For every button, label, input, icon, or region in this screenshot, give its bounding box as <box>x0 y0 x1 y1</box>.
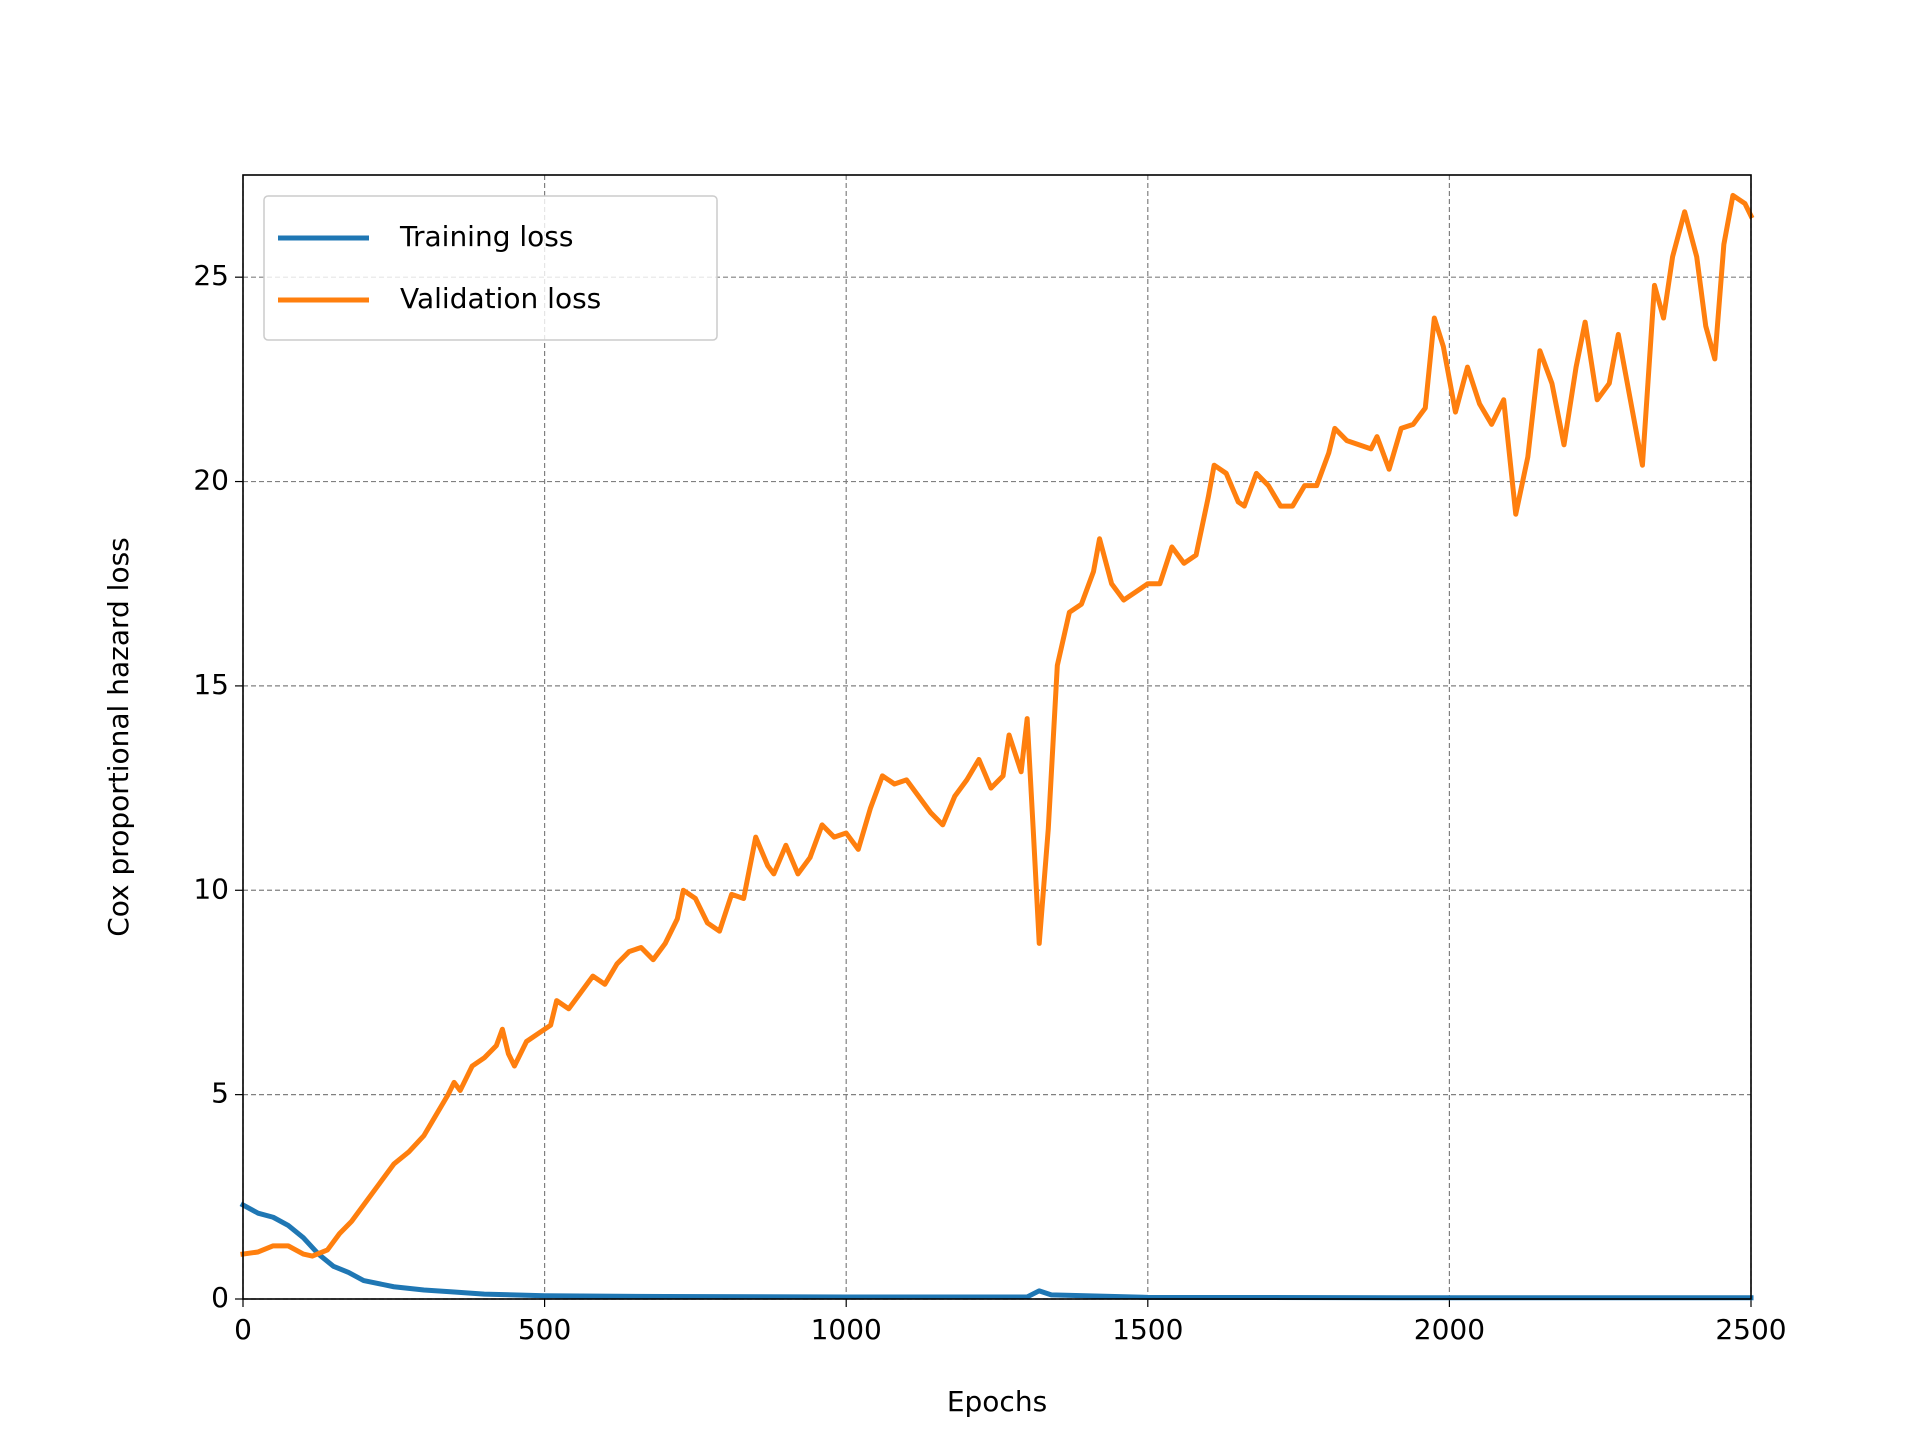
x-tick-label: 2000 <box>1414 1313 1485 1346</box>
legend-box <box>263 195 718 341</box>
y-tick-label: 5 <box>211 1077 229 1110</box>
x-tick-label: 2500 <box>1715 1313 1786 1346</box>
y-tick-label: 15 <box>193 668 229 701</box>
line <box>239 1201 1754 1301</box>
x-axis-label: Epochs <box>947 1385 1047 1418</box>
y-tick-label: 20 <box>193 464 229 497</box>
legend-label: Training loss <box>399 220 573 253</box>
x-tick-label: 0 <box>234 1313 252 1346</box>
x-tick-label: 500 <box>518 1313 571 1346</box>
x-tick-label: 1000 <box>811 1313 882 1346</box>
x-tick-label: 1500 <box>1112 1313 1183 1346</box>
line <box>240 192 1755 1259</box>
legend-label: Validation loss <box>400 282 601 315</box>
y-tick-label: 0 <box>211 1281 229 1314</box>
y-tick-label: 25 <box>193 259 229 292</box>
y-axis-label: Cox proportional hazard loss <box>102 537 135 937</box>
y-tick-label: 10 <box>193 872 229 905</box>
plot-frame <box>242 174 1752 1300</box>
